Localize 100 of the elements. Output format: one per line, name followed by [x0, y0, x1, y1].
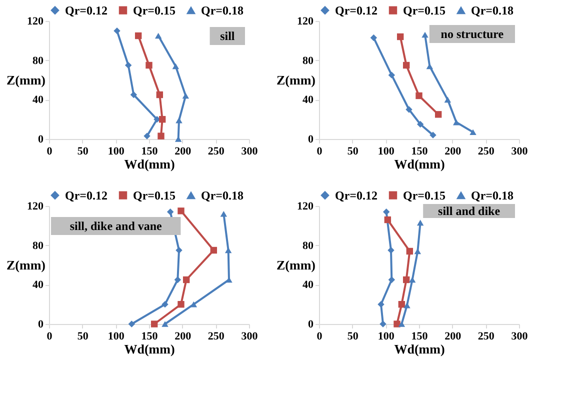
- y-axis-title: Z(mm): [276, 258, 316, 272]
- x-tick-label: 300: [241, 330, 258, 342]
- x-tick-label: 100: [378, 146, 395, 158]
- point: [444, 96, 452, 103]
- legend-label: Qr=0.15: [403, 188, 446, 202]
- point: [182, 92, 190, 99]
- y-tick-label: 0: [38, 134, 44, 146]
- x-tick-label: 300: [511, 330, 528, 342]
- x-tick-label: 250: [478, 146, 495, 158]
- x-tick-label: 0: [46, 330, 53, 342]
- y-tick-label: 80: [302, 240, 314, 252]
- legend-label: Qr=0.18: [201, 4, 244, 18]
- y-tick-label: 0: [308, 134, 314, 146]
- x-tick-label: 0: [46, 146, 53, 158]
- y-axis-title: Z(mm): [276, 72, 316, 88]
- point: [174, 276, 182, 284]
- point: [172, 63, 180, 70]
- point: [402, 62, 410, 69]
- point: [370, 34, 378, 42]
- point: [128, 320, 136, 328]
- x-tick-label: 200: [174, 146, 192, 158]
- point: [406, 106, 412, 113]
- x-tick-label: 250: [208, 330, 225, 342]
- point: [382, 208, 390, 216]
- legend-label: Qr=0.18: [201, 188, 244, 202]
- legend-label: Qr=0.15: [133, 3, 176, 18]
- point: [166, 208, 174, 216]
- y-tick-label: 40: [302, 279, 314, 292]
- legend-label: Qr=0.12: [335, 3, 378, 18]
- point: [144, 132, 150, 140]
- point: [220, 210, 228, 217]
- annotation: sill: [220, 29, 236, 43]
- y-tick-label: 40: [32, 279, 44, 292]
- y-axis-title: Z(mm): [6, 258, 46, 272]
- x-tick-label: 150: [411, 330, 428, 342]
- point: [154, 32, 162, 39]
- x-tick-label: 250: [208, 146, 225, 158]
- point: [114, 27, 120, 34]
- point: [150, 320, 158, 328]
- x-tick-label: 100: [108, 330, 125, 342]
- point: [134, 32, 142, 40]
- point: [406, 248, 414, 255]
- x-axis-title: Wd(mm): [124, 156, 175, 172]
- annotation: sill, dike and vane: [70, 219, 163, 233]
- x-tick-label: 50: [347, 330, 359, 342]
- y-tick-label: 80: [32, 240, 44, 252]
- point: [384, 216, 392, 224]
- point: [146, 62, 152, 69]
- x-axis-title: Wd(mm): [394, 156, 445, 172]
- point: [430, 132, 436, 138]
- x-tick-label: 50: [77, 146, 89, 158]
- x-tick-label: 0: [316, 146, 323, 158]
- point: [388, 246, 394, 254]
- y-tick-label: 120: [27, 200, 44, 212]
- y-tick-label: 80: [302, 54, 314, 67]
- y-tick-label: 40: [32, 94, 44, 106]
- y-tick-label: 80: [32, 54, 44, 67]
- legend-label: Qr=0.12: [65, 3, 108, 18]
- point: [396, 33, 404, 40]
- point: [380, 320, 386, 328]
- x-tick-label: 100: [108, 146, 125, 158]
- x-tick-label: 150: [411, 146, 428, 158]
- point: [388, 72, 396, 78]
- point: [416, 92, 422, 100]
- legend-label: Qr=0.18: [471, 188, 514, 202]
- legend-label: Qr=0.12: [65, 188, 108, 202]
- x-tick-label: 200: [444, 330, 462, 342]
- x-tick-label: 300: [241, 146, 258, 158]
- x-axis-title: Wd(mm): [394, 342, 445, 356]
- x-tick-label: 50: [347, 146, 359, 158]
- y-axis-title: Z(mm): [6, 72, 46, 88]
- x-tick-label: 200: [174, 330, 192, 342]
- point: [158, 132, 164, 140]
- point: [402, 276, 410, 284]
- point: [130, 91, 138, 98]
- point: [398, 321, 406, 327]
- point: [210, 246, 218, 254]
- point: [408, 276, 416, 283]
- point: [388, 276, 396, 284]
- point: [158, 116, 166, 123]
- legend-label: Qr=0.18: [471, 4, 514, 18]
- point: [124, 62, 132, 69]
- point: [434, 111, 442, 118]
- point: [452, 119, 460, 126]
- point: [416, 220, 424, 226]
- x-axis-title: Wd(mm): [124, 342, 175, 356]
- point: [394, 320, 400, 328]
- y-tick-label: 120: [297, 16, 314, 28]
- point: [162, 321, 168, 327]
- point: [176, 117, 182, 124]
- y-tick-label: 0: [308, 318, 314, 330]
- y-tick-label: 40: [302, 94, 314, 106]
- point: [378, 300, 384, 308]
- x-tick-label: 150: [141, 330, 158, 342]
- point: [422, 32, 428, 38]
- x-tick-label: 250: [478, 330, 495, 342]
- point: [426, 63, 434, 70]
- annotation: no structure: [440, 27, 504, 41]
- y-tick-label: 120: [297, 200, 314, 212]
- x-tick-label: 100: [378, 330, 395, 342]
